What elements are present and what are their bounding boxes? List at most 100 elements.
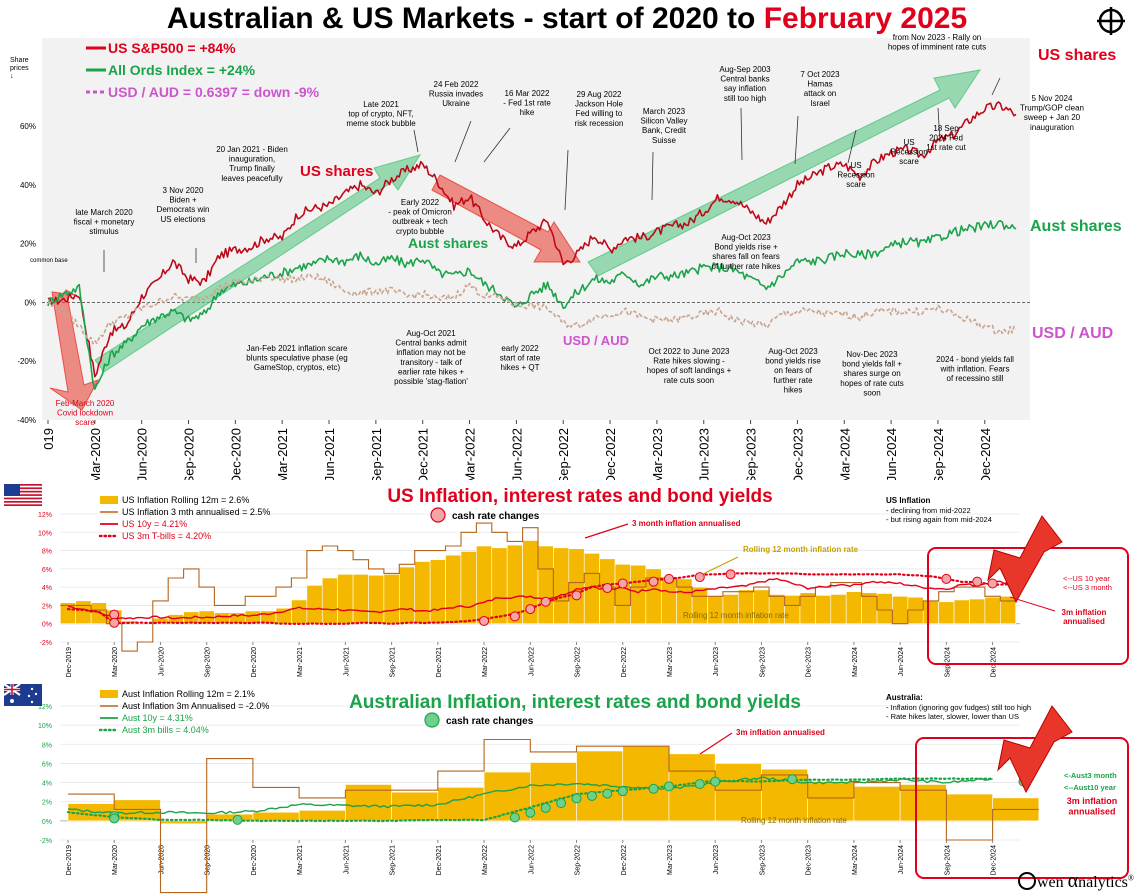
bar [321,577,338,625]
label-line: 18 Sep [933,124,959,133]
bar [807,781,855,822]
y-tick-label: 60% [20,122,36,131]
cash-rate-dot [602,583,613,594]
label-line: -2% [40,640,52,647]
label-line: Aug-Oct 2023 [768,347,818,356]
legend-label: Aust 3m bills = 4.04% [122,725,209,735]
bar [999,595,1017,625]
x-tick-label: Mar-2023 [667,845,674,875]
bar [660,577,677,625]
label-line: US shares [300,163,373,180]
cash-rate-legend-dot [424,712,440,728]
label-line: 019 [41,428,56,450]
label-line: Sep-2020 [205,647,212,677]
annotation: Aug-Oct 2023 Bond yields rise + shares fal… [712,233,781,271]
label-line: bond yields fall + [842,360,902,369]
annotation: Aug-Oct 2021 Central banks admit inflation… [394,329,468,386]
label-line: 6% [42,567,52,574]
bar [529,762,577,822]
cash-rate-dot [694,779,705,790]
label-line: Sep-2021 [390,845,397,875]
annotation: 16 Mar 2022- Fed 1st rate hike [503,89,551,117]
label-line: 16 Mar 2022 [505,89,550,98]
label-line: Australia: [886,693,923,702]
label-line: -40% [17,416,36,425]
label-line: hikes [784,385,803,394]
label-line: Jan-Feb 2021 inflation scare [247,344,349,353]
label-line: Feb-March 2020 [56,399,115,408]
label-line: Aug-Oct 2023 [721,233,771,242]
x-tick-label: Sep-2020 [182,428,197,480]
x-tick-label: Dec-2020 [228,428,243,480]
annotation: 24 Feb 2022 Russia invades Ukraine [429,80,483,108]
label-line: 24 Feb 2022 [434,80,479,89]
x-tick-label: Dec-2019 [66,845,73,875]
x-tick-label: Mar-2021 [297,845,304,875]
label-line: Russia invades [429,90,483,99]
x-tick-label: Dec-2021 [436,845,443,875]
label-line: 40% [20,181,36,190]
bar [306,585,323,625]
annotation: Nov-Dec 2023 bond yields fall + shares sur… [840,350,904,397]
label-line: Dec-2024 [978,428,993,480]
y-tick-label: 10% [38,723,52,730]
label-line: 3m inflation annualised [736,728,825,737]
cash-rate-dot [556,798,567,809]
notes-heading: US Inflation [886,496,931,505]
x-tick-label: Sep-2022 [556,428,571,480]
label-line: Ukraine [442,99,470,108]
label-line: Central banks [720,75,769,84]
label-line: annualised [1063,617,1105,626]
cash-rate-dot [571,590,582,601]
label-line: <-Aust3 month [1064,771,1117,780]
au-inflation-chart: -2% 0% 2% 4% 6% 8% 10% 12% Dec-2019 Mar-2020 Jun-2… [38,689,1129,894]
annotation-pointer [454,120,472,163]
annotation: 20 Jan 2021 - Biden inauguration, Trump fi… [216,145,288,183]
bar [537,545,554,625]
label-line: rate cuts soon [664,376,714,385]
label-line: - Inflation (ignoring gov fudges) still … [886,703,1031,712]
annotation: Jan-Feb 2021 inflation scare blunts specu… [246,344,348,372]
x-tick-label: Dec-2022 [621,647,628,677]
bar [476,545,493,625]
label-line: US 3m T-bills = 4.20% [122,531,211,541]
label-line: 2% [42,800,52,807]
annotation-pointer [483,127,511,163]
bar [614,563,631,625]
cash-rate-dot [109,609,120,620]
roll12-label: Rolling 12 month inflation rate [743,545,859,554]
bar [252,811,300,822]
label-line: Biden + [169,196,197,205]
y-tick-label: 2% [42,603,52,610]
label-line: Late 2021 [363,100,399,109]
annotation: early 2022 start of rate hikes + QT [500,344,541,372]
cash-rate-dot [540,802,551,813]
label-line: Jun-2024 [884,428,899,480]
y-tick-label: 6% [42,567,52,574]
x-tick-label: Mar-2023 [667,647,674,677]
label-line: 10% [38,530,52,537]
bar [568,548,585,625]
label-line: 4% [42,585,52,592]
bar [892,595,909,625]
label-line: 2024 - bond yields fall [936,355,1014,364]
cash-rate-dot [710,776,721,787]
label-line: 8% [42,549,52,556]
bar [429,559,446,625]
bar [953,599,970,625]
label-line: Trump/GOP clean [1020,104,1084,113]
label-line: 0% [24,298,36,307]
label-line: Jun-2022 [528,845,535,874]
label-line: Jun-2020 [135,428,150,480]
cash-rate-dot [525,807,536,818]
label-line: Dec-2020 [251,647,258,677]
x-tick-label: Jun-2022 [528,647,535,676]
label-line: cash rate changes [452,511,540,522]
x-tick-label: Dec-2021 [436,647,443,677]
series-label-au-mid: Aust shares [408,235,488,251]
au3-label: <-Aust3 month [1064,771,1117,780]
inf3m-pointer [1009,596,1056,612]
cash-rate-dot [663,573,674,584]
label-line: hopes of soft landings + [647,366,732,375]
label-line: Jun-2021 [322,428,337,480]
